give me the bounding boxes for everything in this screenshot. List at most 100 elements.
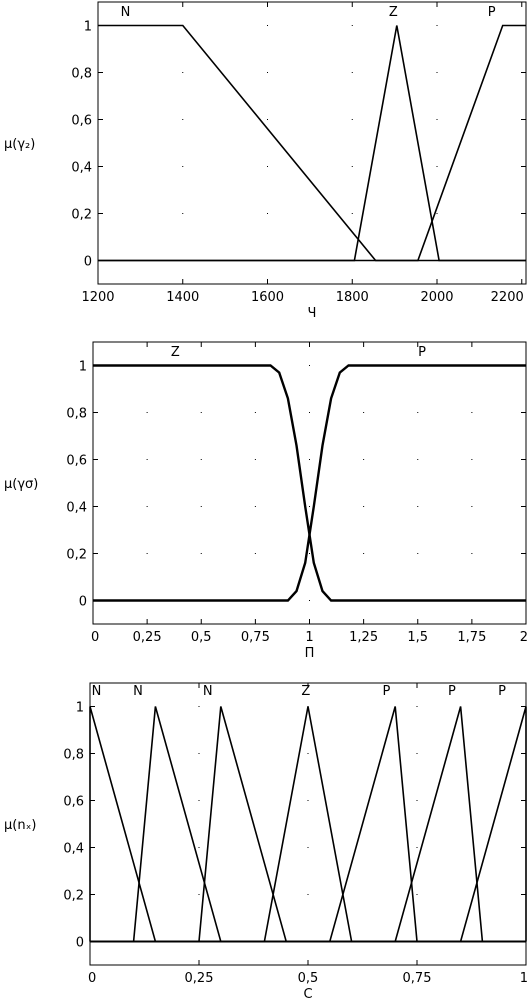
y-tick-label: 1 [84,20,92,35]
grid-dot [351,25,353,26]
y-tick-label: 0,6 [63,795,84,810]
y-tick-label: 0,6 [66,454,87,469]
x-tick-label: 1800 [336,290,369,305]
grid-dot [182,213,184,214]
grid-dot [254,459,256,460]
series-label: N [133,684,143,699]
grid-dot [182,119,184,120]
grid-dot [363,553,365,554]
series-label: P [418,345,426,360]
series-label: Z [389,5,398,20]
grid-dot [436,72,438,73]
series-line-1 [89,706,526,943]
x-tick-label: 1 [520,971,528,986]
grid-dot [351,166,353,167]
grid-dot [351,213,353,214]
x-tick-label: 2200 [491,290,524,305]
grid-dot [417,412,419,413]
grid-dot [200,412,202,413]
chart-panel-1: 0 0,2 0,4 0,6 0,8 1 1200 1400 1600 1800 2000 2200 Чμ… [4,1,527,321]
x-tick-label: 2000 [420,290,453,305]
x-tick-label: 1,5 [407,630,428,645]
grid-dot [351,72,353,73]
series-label: N [92,684,102,699]
series-label: Z [171,345,180,360]
grid-dot [182,72,184,73]
grid-dot [198,706,200,707]
x-tick-label: 0,75 [403,971,432,986]
x-tick-label: 0,5 [191,630,212,645]
chart-panel-3: 0 0,2 0,4 0,6 0,8 1 0 0,25 0,5 0,75 1 Сμ(nₓ) N N N Z P P P [4,682,528,1002]
x-tick-label: 1400 [166,290,199,305]
grid-dot [267,213,269,214]
y-tick-label: 0,8 [66,407,87,422]
y-tick-label: 0 [76,936,84,951]
grid-dot [200,506,202,507]
grid-dot [309,553,310,554]
grid-dots [198,706,418,942]
series-label: P [448,684,456,699]
series-line-6 [90,706,526,943]
grid-dot [363,506,365,507]
grid-dot [309,365,310,366]
grid-dot [307,753,309,754]
series-label: N [203,684,213,699]
grid-dot [436,25,438,26]
y-tick-label: 0,2 [71,208,92,223]
grid-dot [198,894,200,895]
plot-frame [97,1,527,285]
grid-dot [416,847,418,848]
grid-dot [146,412,148,413]
grid-dot [267,119,269,120]
x-tick-label: 0,5 [298,971,319,986]
x-tick-label: 1600 [251,290,284,305]
grid-dot [417,459,419,460]
series-line-7 [90,706,527,943]
grid-dot [254,412,256,413]
grid-dot [417,506,419,507]
grid-dot [267,72,269,73]
grid-dot [307,894,309,895]
y-axis-label: μ(nₓ) [4,818,36,833]
grid-dot [307,800,309,801]
y-tick-label: 0,4 [63,842,84,857]
y-axis-label: μ(γ₂) [4,137,35,152]
grid-dot [471,506,473,507]
y-tick-label: 0,8 [63,748,84,763]
x-tick-label: 1200 [81,290,114,305]
grid-dot [198,847,200,848]
x-tick-label: 1,75 [457,630,486,645]
y-tick-label: 0,6 [71,114,92,129]
grid-dot [200,553,202,554]
series-label: N [121,5,131,20]
x-tick-label: 0 [88,971,96,986]
grid-dot [416,706,418,707]
y-axis-label: μ(γσ) [4,477,38,492]
series-line-2 [93,364,526,602]
grid-dot [200,459,202,460]
grid-dots [146,365,473,601]
series-line-2 [90,706,526,943]
grid-dot [267,25,269,26]
grid-dot [309,506,310,507]
series-line-1 [93,364,526,602]
grid-dot [146,553,148,554]
series-line-2 [98,25,526,262]
y-tick-label: 1 [79,360,87,375]
x-axis-label: С [303,987,312,1002]
y-tick-label: 0 [79,595,87,610]
y-tick-label: 0,2 [66,548,87,563]
grid-dot [363,459,365,460]
grid-dot [351,119,353,120]
x-tick-label: 0,25 [133,630,162,645]
grid-dot [146,506,148,507]
grid-dot [254,506,256,507]
x-axis-label: П [305,646,315,661]
grid-dots [182,25,523,261]
grid-dot [254,553,256,554]
x-tick-label: 0 [91,630,99,645]
series-label: P [383,684,391,699]
y-tick-label: 0,2 [63,889,84,904]
series-line-5 [90,706,526,943]
